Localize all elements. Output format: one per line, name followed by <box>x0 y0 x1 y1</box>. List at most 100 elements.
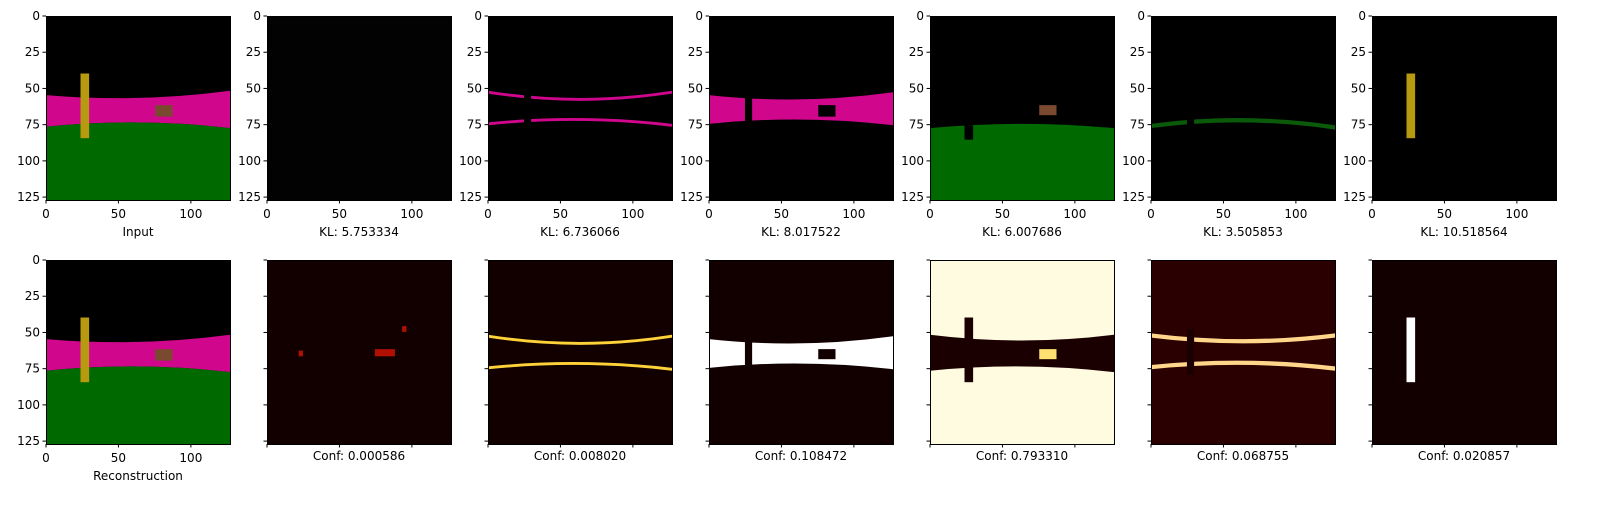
top-panel-5-ytick-label-125: 125 <box>901 190 924 204</box>
top-panel-2-ytick-label-0: 0 <box>253 9 261 23</box>
top-panel-6-ytick-label-50: 50 <box>1130 81 1145 95</box>
top-panel-6-ytick-label-75: 75 <box>1130 118 1145 132</box>
bottom-panel-6-heat-pillar-gap <box>1186 329 1195 375</box>
top-panel-4-caption: KL: 8.017522 <box>761 225 841 239</box>
bottom-panel-2-caption: Conf: 0.000586 <box>313 449 405 463</box>
top-panel-3-frame <box>488 16 673 201</box>
top-panel-5-xtick-label-0: 0 <box>926 207 934 221</box>
bottom-panel-5: Conf: 0.793310 <box>926 259 1115 463</box>
top-panel-4-xtick-label-50: 50 <box>774 207 789 221</box>
top-panel-3-xtick-label-100: 100 <box>621 207 644 221</box>
top-panel-4-xtick-label-0: 0 <box>705 207 713 221</box>
top-panel-1-pillar <box>80 73 90 139</box>
top-panel-5-cube <box>1039 105 1057 116</box>
bottom-panel-1-sky-band <box>46 334 230 373</box>
bottom-panel-1-frame <box>46 260 231 445</box>
bottom-panel-5-heat-cube <box>1039 349 1057 360</box>
bottom-panel-4-image <box>709 260 893 444</box>
top-panel-7-ytick-label-50: 50 <box>1351 81 1366 95</box>
top-panel-3-ytick-label-0: 0 <box>474 9 482 23</box>
bottom-panel-2-image <box>267 260 451 444</box>
top-panel-1-ground <box>46 122 230 200</box>
bottom-panel-1-xtick-label-0: 0 <box>42 451 50 465</box>
top-panel-3-ytick-label-25: 25 <box>467 45 482 59</box>
bottom-panel-2-heat-spot-a <box>298 350 303 357</box>
top-panel-6-ytick-label-0: 0 <box>1137 9 1145 23</box>
top-panel-7-ytick-label-75: 75 <box>1351 118 1366 132</box>
top-panel-7-xtick-label-0: 0 <box>1368 207 1376 221</box>
bottom-panel-1-cube <box>155 349 173 361</box>
top-panel-1-frame <box>46 16 231 201</box>
bottom-panel-3-heat-top-edge <box>488 334 672 345</box>
bottom-panel-5-image <box>930 260 1114 444</box>
bottom-panel-1-ytick-label-0: 0 <box>32 253 40 267</box>
top-panel-2-xtick-label-100: 100 <box>400 207 423 221</box>
top-panel-3-image <box>488 16 672 200</box>
top-panel-5-pillar-gap <box>964 125 974 140</box>
top-panel-5-ytick-label-25: 25 <box>909 45 924 59</box>
bottom-panel-7-image <box>1372 260 1556 444</box>
bottom-panel-5-frame <box>930 260 1115 445</box>
bottom-panel-4: Conf: 0.108472 <box>705 259 894 463</box>
top-panel-5-ytick-label-75: 75 <box>909 118 924 132</box>
top-panel-7-ytick-label-100: 100 <box>1343 154 1366 168</box>
top-panel-6-frame <box>1151 16 1336 201</box>
bottom-panel-7: Conf: 0.020857 <box>1368 259 1557 463</box>
top-panel-3-ytick-label-125: 125 <box>459 190 482 204</box>
top-panel-2-xtick-label-50: 50 <box>332 207 347 221</box>
top-panel-6-background <box>1151 16 1335 200</box>
bottom-panel-4-heat-band <box>709 336 893 370</box>
bottom-panel-3-heat-bottom-edge <box>488 362 672 371</box>
top-panel-1-xtick-label-0: 0 <box>42 207 50 221</box>
bottom-panel-4-caption: Conf: 0.108472 <box>755 449 847 463</box>
top-panel-4-cube-gap <box>818 105 836 117</box>
bottom-panel-6-heat-bottom-edge <box>1151 360 1335 371</box>
top-panel-1-sky-band <box>46 90 230 129</box>
bottom-panel-7-frame <box>1372 260 1557 445</box>
top-panel-5-frame <box>930 16 1115 201</box>
top-panel-5-ytick-label-100: 100 <box>901 154 924 168</box>
top-panel-2-frame <box>267 16 452 201</box>
top-panel-3-xtick-label-0: 0 <box>484 207 492 221</box>
top-panel-1-ytick-label-50: 50 <box>25 81 40 95</box>
top-panel-3-xtick-label-50: 50 <box>553 207 568 221</box>
bottom-panel-3: Conf: 0.008020 <box>484 259 673 463</box>
bottom-panel-1-xtick-label-50: 50 <box>111 451 126 465</box>
bottom-panel-1-ytick-label-75: 75 <box>25 362 40 376</box>
bottom-panel-1-xtick-label-100: 100 <box>179 451 202 465</box>
bottom-panel-6-frame <box>1151 260 1336 445</box>
bottom-panel-3-image <box>488 260 672 444</box>
top-panel-1-caption: Input <box>122 225 153 239</box>
bottom-panel-4-heat-cube-gap <box>818 349 836 360</box>
top-panel-2-ytick-label-75: 75 <box>246 118 261 132</box>
top-panel-5-xtick-label-50: 50 <box>995 207 1010 221</box>
top-panel-7-background <box>1372 16 1556 200</box>
top-panel-1-cube <box>155 105 173 117</box>
top-panel-1-ytick-label-75: 75 <box>25 118 40 132</box>
bottom-panel-1-image <box>46 260 230 444</box>
top-panel-1-ytick-label-25: 25 <box>25 45 40 59</box>
top-panel-4-ytick-label-0: 0 <box>695 9 703 23</box>
top-panel-7-ytick-label-25: 25 <box>1351 45 1366 59</box>
bottom-panel-6-heat-top-edge <box>1151 333 1335 344</box>
bottom-panel-3-heat-base <box>488 260 672 444</box>
top-panel-3-ytick-label-75: 75 <box>467 118 482 132</box>
bottom-panel-2-heat-cube <box>374 349 395 357</box>
top-panel-4-frame <box>709 16 894 201</box>
top-panel-7-image <box>1372 16 1556 200</box>
top-panel-6-ytick-label-100: 100 <box>1122 154 1145 168</box>
top-panel-2-xtick-label-0: 0 <box>263 207 271 221</box>
top-panel-3-top-edge <box>488 90 672 101</box>
bottom-panel-2-frame <box>267 260 452 445</box>
top-panel-5-xtick-label-100: 100 <box>1063 207 1086 221</box>
top-panel-1-ytick-label-100: 100 <box>17 154 40 168</box>
top-panel-6-ytick-label-125: 125 <box>1122 190 1145 204</box>
top-panel-1-xtick-label-100: 100 <box>179 207 202 221</box>
